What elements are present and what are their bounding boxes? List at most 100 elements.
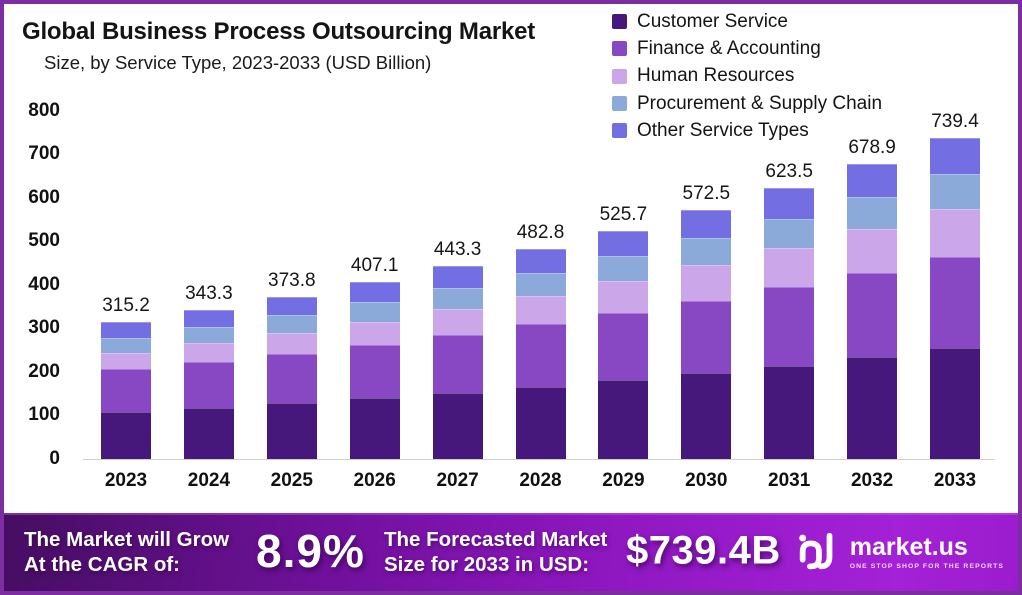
bar-segment (681, 238, 732, 266)
bar-segment (515, 386, 566, 459)
y-axis-tick-label: 800 (28, 99, 60, 121)
bar-2025 (266, 296, 317, 459)
bar-segment (847, 357, 898, 459)
x-axis-year-label: 2024 (187, 470, 231, 491)
bar-segment (764, 188, 815, 219)
bar-segment (598, 230, 649, 257)
bar-segment (930, 137, 980, 175)
bar-total-label: 373.8 (268, 269, 316, 291)
x-axis-year-label: 2029 (602, 470, 645, 491)
bar-segment (847, 164, 898, 198)
bar-segment (515, 324, 566, 387)
bar-segment (432, 392, 483, 459)
x-axis-line (83, 459, 995, 460)
bar-2028 (515, 249, 566, 459)
y-axis-tick-label: 600 (28, 186, 60, 208)
legend-swatch-icon (612, 41, 627, 57)
bar-segment (598, 312, 649, 381)
bar-total-label: 315.2 (102, 295, 150, 317)
x-axis-year-label: 2027 (436, 470, 479, 491)
y-axis-tick-label: 500 (28, 230, 60, 252)
bar-segment (266, 314, 317, 333)
legend-label: Finance & Accounting (637, 37, 821, 59)
bar-segment (598, 281, 649, 313)
bar-segment (764, 218, 815, 249)
bar-segment (349, 321, 400, 345)
bar-segment (681, 373, 732, 459)
bar-segment (432, 309, 483, 335)
bar-segment (266, 296, 317, 315)
bar-2032 (847, 164, 898, 459)
bar-2027 (432, 266, 483, 459)
bar-2031 (764, 188, 815, 459)
bar-total-label: 343.3 (185, 282, 233, 304)
bar-segment (349, 302, 400, 322)
bar-2029 (598, 230, 649, 459)
bar-2023 (101, 322, 151, 459)
bar-total-label: 623.5 (765, 161, 813, 183)
bar-segment (349, 344, 400, 399)
x-axis-year-label: 2025 (270, 470, 313, 491)
bar-segment (847, 272, 898, 358)
bar-total-label: 572.5 (682, 183, 731, 205)
bar-segment (930, 174, 980, 209)
market-us-logo-icon (798, 532, 833, 570)
y-axis-tick-label: 0 (49, 447, 60, 469)
bar-segment (266, 353, 317, 403)
bar-segment (432, 266, 483, 289)
y-axis-tick-label: 400 (28, 273, 60, 295)
footer-banner: The Market will Grow At the CAGR of: 8.9… (4, 513, 1018, 591)
bar-segment (764, 287, 815, 366)
bar-total-label: 407.1 (350, 255, 399, 277)
bar-segment (183, 326, 234, 344)
bar-segment (681, 300, 732, 374)
brand-tagline: ONE STOP SHOP FOR THE REPORTS (849, 562, 1004, 570)
bar-segment (101, 337, 151, 353)
bar-total-label: 443.3 (433, 239, 482, 261)
bar-segment (930, 208, 980, 257)
bar-segment (432, 288, 483, 310)
bar-segment (183, 407, 234, 459)
bar-segment (432, 334, 483, 393)
bar-2030 (681, 210, 732, 459)
forecast-label: The Forecasted Market Size for 2033 in U… (384, 527, 607, 577)
legend-label: Procurement & Supply Chain (637, 92, 883, 114)
brand-text: market.us ONE STOP SHOP FOR THE REPORTS (849, 532, 1004, 570)
x-axis-year-label: 2033 (933, 470, 977, 491)
bar-segment (349, 398, 400, 459)
legend-item: Human Resources (612, 63, 882, 90)
bar-segment (183, 361, 234, 408)
bar-segment (101, 322, 151, 338)
brand-logo: market.us ONE STOP SHOP FOR THE REPORTS (795, 529, 1004, 575)
legend-swatch-icon (612, 68, 627, 84)
bar-segment (598, 256, 649, 282)
x-axis-year-label: 2030 (685, 470, 728, 491)
bar-segment (515, 249, 566, 273)
brand-name: market.us (849, 532, 968, 561)
x-axis-year-label: 2028 (519, 470, 562, 491)
x-axis-year-label: 2031 (768, 470, 811, 491)
bar-total-label: 482.8 (516, 222, 565, 244)
bar-segment (598, 380, 649, 459)
bar-total-label: 739.4 (931, 110, 979, 132)
cagr-value: 8.9% (256, 524, 365, 577)
bar-segment (930, 348, 980, 459)
bar-2024 (183, 309, 234, 459)
y-axis-tick-label: 700 (28, 143, 60, 165)
forecast-value: $739.4B (626, 528, 781, 573)
bar-segment (764, 248, 815, 288)
forecast-label-line2: Size for 2033 in USD: (384, 553, 590, 576)
legend-item: Finance & Accounting (612, 35, 882, 62)
y-axis-tick-label: 300 (28, 317, 60, 339)
chart-subtitle: Size, by Service Type, 2023-2033 (USD Bi… (44, 52, 432, 73)
bar-segment (515, 295, 566, 325)
x-axis-year-label: 2023 (104, 470, 148, 491)
legend-item: Customer Service (612, 8, 882, 35)
cagr-label-line1: The Market will Grow (24, 528, 230, 551)
bar-segment (266, 332, 317, 354)
bar-total-label: 525.7 (599, 203, 648, 225)
bar-2026 (349, 282, 400, 459)
y-axis-tick-label: 100 (28, 404, 60, 426)
legend-item: Procurement & Supply Chain (612, 90, 882, 117)
bar-segment (681, 265, 732, 301)
